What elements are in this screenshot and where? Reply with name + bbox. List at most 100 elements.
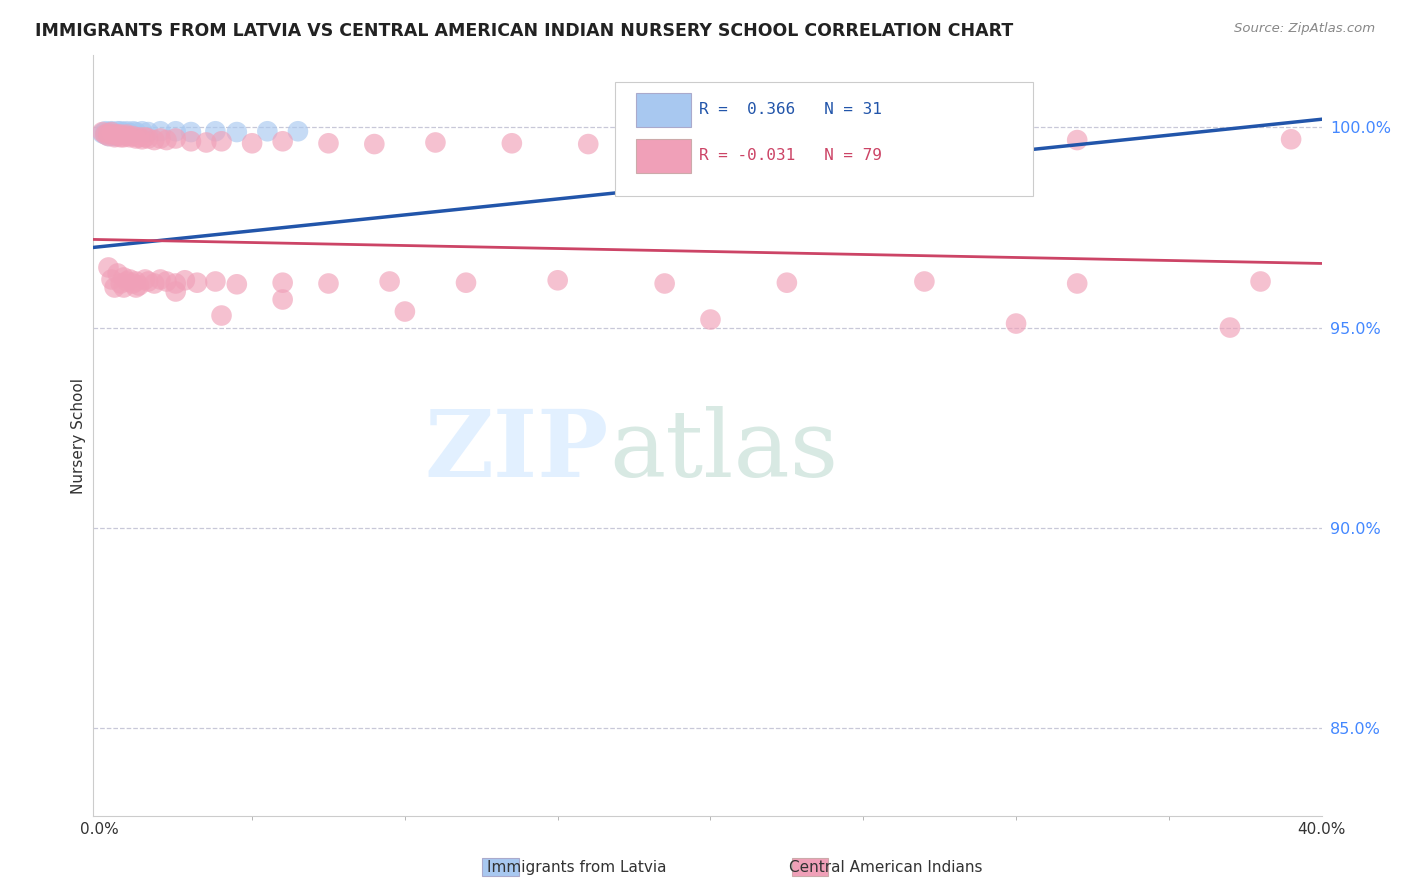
Point	[100, 127, 122, 141]
Point	[103, 129, 125, 144]
Point	[547, 273, 569, 287]
Point	[425, 136, 447, 150]
Point	[211, 309, 233, 323]
Point	[1066, 133, 1088, 147]
Point	[125, 275, 148, 289]
Point	[100, 272, 122, 286]
Point	[143, 133, 166, 147]
Point	[107, 128, 129, 142]
Point	[100, 125, 122, 139]
Point	[852, 132, 875, 146]
Text: R =  0.366   N = 31: R = 0.366 N = 31	[699, 102, 882, 117]
Point	[122, 129, 145, 144]
Point	[134, 130, 156, 145]
Text: Immigrants from Latvia: Immigrants from Latvia	[486, 860, 666, 874]
Text: ZIP: ZIP	[425, 406, 609, 496]
Point	[134, 272, 156, 286]
Point	[180, 125, 202, 139]
Point	[173, 273, 195, 287]
Point	[912, 275, 935, 289]
Point	[115, 124, 138, 138]
Point	[394, 304, 416, 318]
Point	[131, 124, 153, 138]
Point	[256, 124, 278, 138]
Point	[112, 128, 135, 142]
Point	[115, 129, 138, 144]
Point	[287, 124, 309, 138]
FancyBboxPatch shape	[636, 93, 692, 128]
Point	[97, 126, 120, 140]
Point	[131, 132, 153, 146]
Point	[103, 128, 125, 142]
Point	[155, 275, 177, 289]
Point	[136, 125, 159, 139]
Point	[576, 137, 599, 152]
Point	[110, 128, 132, 142]
Point	[91, 126, 114, 140]
Point	[97, 125, 120, 139]
Point	[1279, 132, 1302, 146]
Point	[125, 280, 148, 294]
Point	[112, 130, 135, 145]
Point	[204, 124, 226, 138]
Point	[91, 125, 114, 139]
Text: atlas: atlas	[609, 406, 838, 496]
Point	[136, 275, 159, 289]
Point	[271, 276, 294, 290]
Point	[1005, 317, 1028, 331]
Point	[165, 277, 187, 291]
Point	[699, 136, 721, 151]
Point	[776, 276, 799, 290]
Point	[378, 275, 401, 289]
Point	[122, 277, 145, 291]
Point	[94, 124, 117, 138]
Point	[271, 134, 294, 148]
Point	[149, 131, 172, 145]
Text: Central American Indians: Central American Indians	[789, 860, 983, 874]
Point	[454, 276, 477, 290]
Point	[103, 126, 125, 140]
Point	[165, 285, 187, 299]
Point	[94, 128, 117, 142]
Point	[1066, 277, 1088, 291]
Point	[115, 128, 138, 142]
Point	[271, 293, 294, 307]
Point	[699, 312, 721, 326]
Point	[225, 125, 247, 139]
Point	[186, 276, 208, 290]
Point	[125, 131, 148, 145]
Text: R = -0.031   N = 79: R = -0.031 N = 79	[699, 148, 882, 163]
Point	[107, 126, 129, 140]
FancyBboxPatch shape	[636, 139, 692, 173]
Point	[149, 272, 172, 286]
Point	[112, 125, 135, 139]
Point	[118, 130, 141, 145]
Point	[136, 131, 159, 145]
Text: IMMIGRANTS FROM LATVIA VS CENTRAL AMERICAN INDIAN NURSERY SCHOOL CORRELATION CHA: IMMIGRANTS FROM LATVIA VS CENTRAL AMERIC…	[35, 22, 1014, 40]
Point	[125, 125, 148, 139]
Point	[240, 136, 263, 151]
Point	[107, 128, 129, 142]
Point	[103, 280, 125, 294]
Point	[143, 277, 166, 291]
Point	[122, 124, 145, 138]
Point	[94, 128, 117, 142]
Point	[1250, 275, 1272, 289]
Point	[100, 125, 122, 139]
Point	[112, 280, 135, 294]
Point	[128, 278, 150, 293]
Text: Source: ZipAtlas.com: Source: ZipAtlas.com	[1234, 22, 1375, 36]
Point	[195, 136, 218, 150]
Point	[97, 126, 120, 140]
Point	[110, 277, 132, 291]
Point	[107, 129, 129, 144]
Point	[165, 124, 187, 138]
Point	[118, 126, 141, 140]
Point	[107, 267, 129, 281]
Point	[103, 130, 125, 145]
Point	[165, 131, 187, 145]
Point	[100, 124, 122, 138]
Point	[318, 136, 340, 151]
Y-axis label: Nursery School: Nursery School	[72, 377, 86, 494]
Point	[97, 129, 120, 144]
